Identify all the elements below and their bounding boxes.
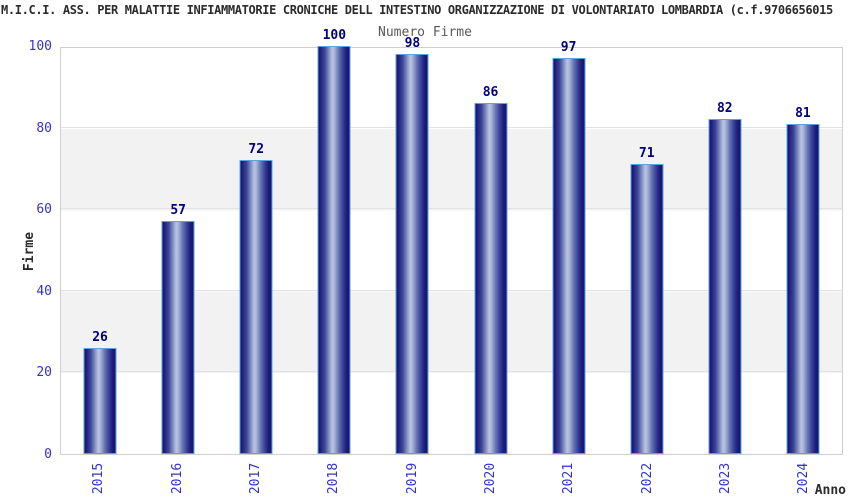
bar-column: 86 [451,48,529,454]
x-axis: 2015 2016 2017 2018 2019 2020 2021 2022 2023 2024 [60,456,843,500]
bar-value-label: 72 [248,142,265,158]
x-tick-column: 2015 [60,456,138,500]
x-tick-label: 2015 [91,462,107,494]
bars: 26 57 72 100 98 86 97 71 82 81 [61,29,842,454]
x-tick-label: 2016 [169,462,185,494]
x-tick-column: 2019 [373,456,451,500]
bar-2022 [630,164,664,454]
y-tick-label: 100 [28,39,52,54]
bar-column: 71 [608,48,686,454]
y-tick-label: 80 [36,120,52,136]
x-tick-label: 2018 [326,462,342,494]
bar-column: 100 [295,29,373,454]
x-tick-label: 2024 [796,462,812,494]
x-tick-column: 2018 [295,456,373,500]
bar-value-label: 57 [170,203,186,219]
x-tick-label: 2020 [483,462,499,494]
bar-value-label: 97 [560,40,577,56]
bar-column: 81 [764,48,842,454]
y-tick-label: 0 [44,447,52,462]
bar-value-label: 98 [404,36,421,52]
bar-2016 [161,221,195,454]
bar-2015 [83,347,117,454]
bar-column: 57 [139,48,217,454]
y-tick-label: 60 [36,202,52,218]
bar-2021 [552,58,586,454]
bar-column: 98 [373,37,451,454]
gridline [61,289,842,291]
bar-value-label: 82 [716,101,733,117]
bar-2020 [474,103,508,454]
bar-2024 [786,123,820,454]
x-axis-label: Anno [814,483,846,498]
plot-area: 26 57 72 100 98 86 97 71 82 81 [60,29,843,455]
gridline [61,208,842,210]
bar-column: 97 [530,41,608,454]
bar-2018 [317,46,351,454]
y-axis: 0 20 40 60 80 100 [0,39,52,462]
x-tick-column: 2023 [686,456,764,500]
y-tick-label: 40 [36,283,52,299]
page-title: M.I.C.I. ASS. PER MALATTIE INFIAMMATORIE… [1,3,833,17]
bar-value-label: 71 [638,146,655,162]
bar-column: 72 [217,48,295,454]
x-tick-column: 2020 [451,456,529,500]
bar-value-label: 86 [482,85,499,101]
bar-column: 82 [686,48,764,454]
bar-value-label: 26 [92,329,108,345]
gridline [61,126,842,128]
bar-2023 [708,119,742,454]
chart-title: Numero Firme [378,25,472,40]
bar-column: 26 [61,48,139,454]
x-tick-column: 2021 [530,456,608,500]
x-tick-column: 2022 [608,456,686,500]
bar-2017 [239,160,273,454]
x-tick-label: 2017 [248,462,264,494]
bar-value-label: 100 [322,28,347,43]
x-tick-label: 2023 [718,462,734,494]
bar-2019 [395,54,429,454]
x-tick-label: 2021 [561,462,577,494]
bar-value-label: 81 [795,105,811,121]
x-tick-label: 2022 [639,462,655,494]
x-tick-column: 2017 [217,456,295,500]
x-tick-column: 2016 [138,456,216,500]
gridline [61,371,842,373]
x-tick-label: 2019 [404,462,420,494]
y-tick-label: 20 [36,365,52,381]
